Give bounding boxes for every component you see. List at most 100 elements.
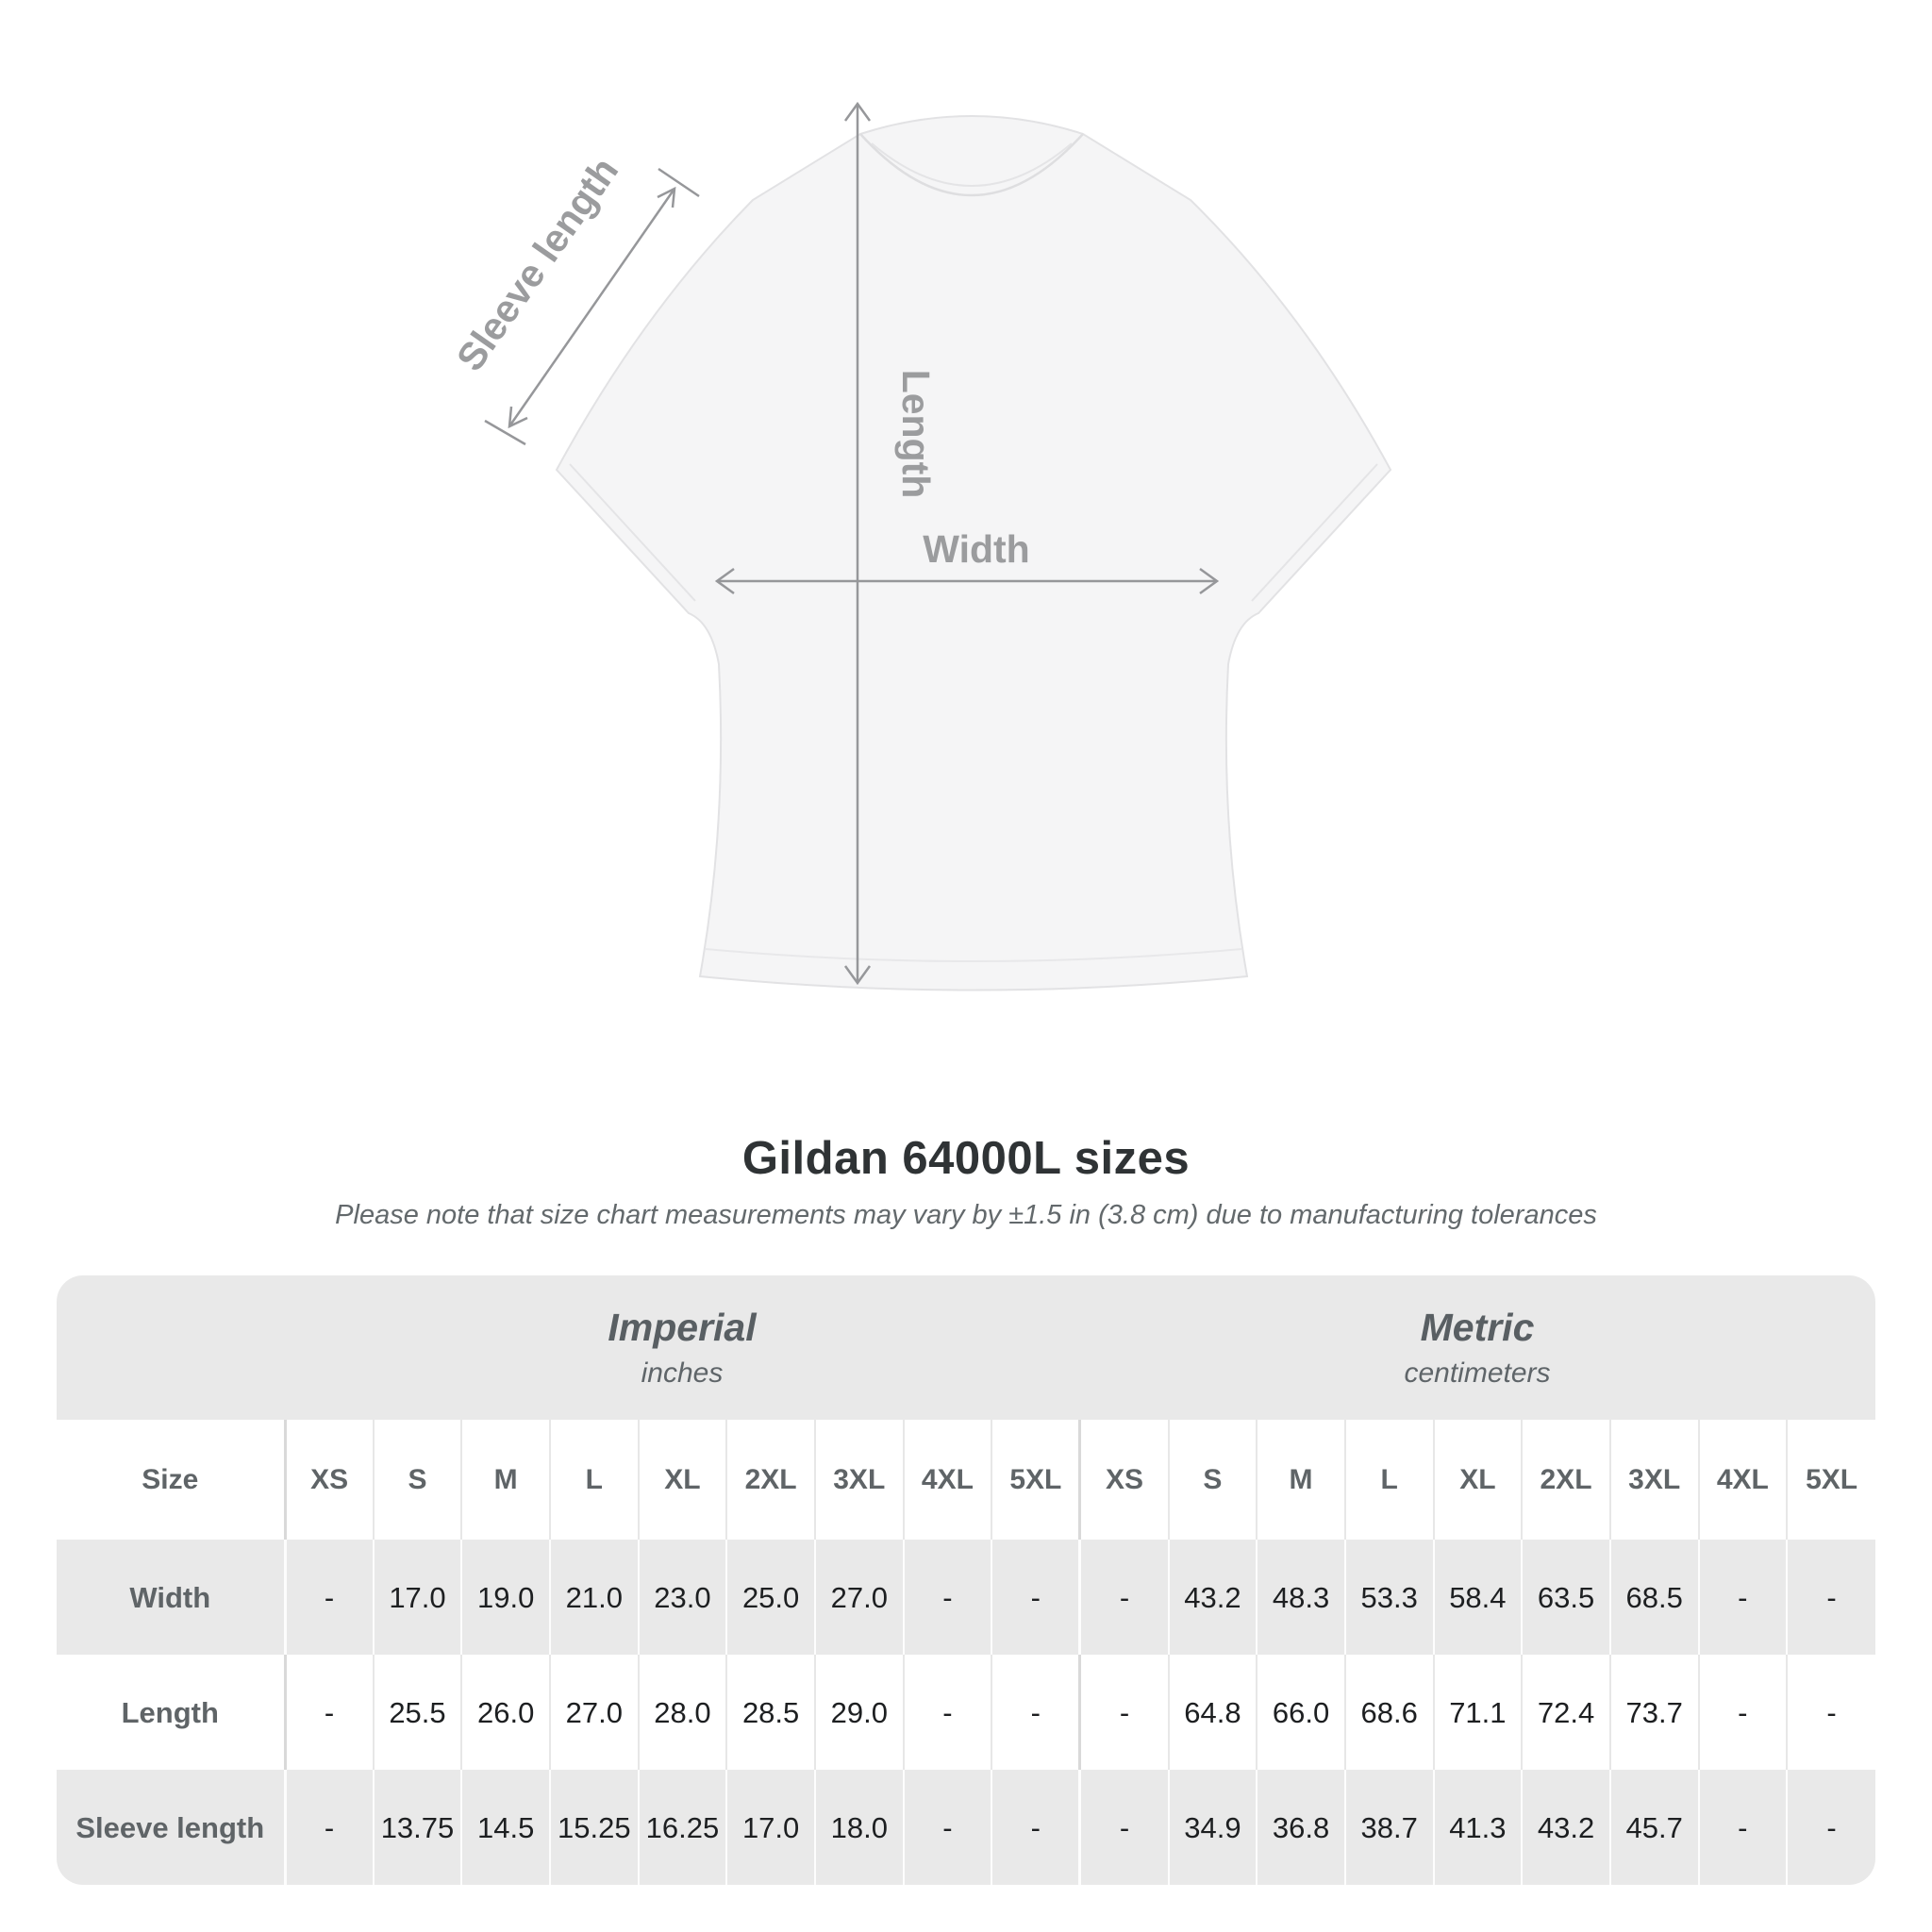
value-cell: - <box>1697 1655 1788 1770</box>
value-cell: - <box>1078 1655 1169 1770</box>
value-cell: 29.0 <box>813 1655 904 1770</box>
value-cell: - <box>902 1540 992 1655</box>
size-header-cell: XL <box>1432 1420 1523 1540</box>
row-label: Sleeve length <box>75 1810 265 1844</box>
size-header-cell: L <box>548 1420 639 1540</box>
value-cell: 17.0 <box>372 1540 462 1655</box>
value-cell: 73.7 <box>1608 1655 1699 1770</box>
value-cell: - <box>991 1540 1080 1655</box>
value-cell: 18.0 <box>813 1770 904 1885</box>
length-arrow <box>843 101 872 986</box>
value-cell: 71.1 <box>1432 1655 1523 1770</box>
value-cell: - <box>902 1770 992 1885</box>
value-cell: 36.8 <box>1256 1770 1345 1885</box>
size-header-cell: 5XL <box>1786 1420 1875 1540</box>
value-cell: - <box>991 1770 1080 1885</box>
arrowhead-down-icon <box>843 965 872 986</box>
sleeve-length-arrow <box>484 167 700 446</box>
page-subtitle: Please note that size chart measurements… <box>335 1200 1597 1230</box>
value-cell: - <box>1078 1540 1169 1655</box>
size-col-header: Size <box>142 1463 199 1495</box>
value-cell: 16.25 <box>637 1770 727 1885</box>
value-cell: 13.75 <box>372 1770 462 1885</box>
end-tick-top <box>658 167 700 198</box>
value-cell: - <box>1697 1540 1788 1655</box>
size-header-cell: 2XL <box>1521 1420 1610 1540</box>
size-header-cell: 4XL <box>902 1420 992 1540</box>
size-header-cell: XL <box>637 1420 727 1540</box>
size-header-cell: S <box>1167 1420 1257 1540</box>
imperial-label: Imperial <box>608 1305 757 1349</box>
value-cell: 27.0 <box>548 1655 639 1770</box>
arrowhead-up-icon <box>843 101 872 122</box>
value-cell: - <box>902 1655 992 1770</box>
value-cell: - <box>283 1655 374 1770</box>
table-row-sleeve-length: Sleeve length - 13.75 14.5 15.25 16.25 1… <box>57 1770 1875 1885</box>
imperial-unit-label: inches <box>641 1357 724 1389</box>
value-cell: - <box>1078 1770 1169 1885</box>
table-row-width: Width - 17.0 19.0 21.0 23.0 25.0 27.0 - … <box>57 1540 1875 1655</box>
unit-band: Imperial inches Metric centimeters <box>57 1275 1875 1420</box>
value-cell: 26.0 <box>460 1655 550 1770</box>
value-cell: 14.5 <box>460 1770 550 1885</box>
size-header-cell: 2XL <box>725 1420 815 1540</box>
value-cell: 23.0 <box>637 1540 727 1655</box>
value-cell: - <box>283 1540 374 1655</box>
value-cell: 68.5 <box>1608 1540 1699 1655</box>
value-cell: 68.6 <box>1343 1655 1434 1770</box>
size-header-cell: M <box>460 1420 550 1540</box>
size-header-cell: XS <box>283 1420 374 1540</box>
size-chart: Imperial inches Metric centimeters Size … <box>57 1275 1875 1885</box>
table-header-row: Size XS S M L XL 2XL 3XL 4XL 5XL XS S M … <box>57 1420 1875 1540</box>
value-cell: 53.3 <box>1343 1540 1434 1655</box>
value-cell: 58.4 <box>1432 1540 1523 1655</box>
bottom-hem-stitch <box>705 948 1242 962</box>
value-cell: 48.3 <box>1256 1540 1345 1655</box>
row-label: Length <box>121 1695 219 1729</box>
value-cell: 45.7 <box>1608 1770 1699 1885</box>
value-cell: 41.3 <box>1432 1770 1523 1885</box>
size-table: Size XS S M L XL 2XL 3XL 4XL 5XL XS S M … <box>57 1420 1875 1885</box>
unit-group-imperial: Imperial inches <box>285 1275 1079 1420</box>
value-cell: 34.9 <box>1167 1770 1257 1885</box>
value-cell: 38.7 <box>1343 1770 1434 1885</box>
value-cell: 63.5 <box>1521 1540 1610 1655</box>
tshirt-measurement-diagram: Sleeve length Length Width <box>448 101 1392 991</box>
width-arrow <box>714 567 1220 595</box>
value-cell: 25.0 <box>725 1540 815 1655</box>
arrowhead-right-icon <box>1199 567 1220 595</box>
value-cell: 28.0 <box>637 1655 727 1770</box>
value-cell: 19.0 <box>460 1540 550 1655</box>
value-cell: - <box>1786 1540 1875 1655</box>
width-label: Width <box>923 527 1029 571</box>
size-header-cell: 3XL <box>1608 1420 1699 1540</box>
value-cell: - <box>283 1770 374 1885</box>
value-cell: 27.0 <box>813 1540 904 1655</box>
value-cell: 15.25 <box>548 1770 639 1885</box>
tshirt-graphic <box>555 115 1392 991</box>
value-cell: 17.0 <box>725 1770 815 1885</box>
right-sleeve-hem-stitch <box>1251 463 1378 602</box>
size-header-cell: S <box>372 1420 462 1540</box>
arrowhead-left-icon <box>714 567 735 595</box>
value-cell: 64.8 <box>1167 1655 1257 1770</box>
value-cell: - <box>1786 1655 1875 1770</box>
value-cell: - <box>991 1655 1080 1770</box>
arrowhead-downleft-icon <box>508 406 528 429</box>
collar-inner-edge <box>871 142 1073 187</box>
arrowhead-upright-icon <box>657 186 676 208</box>
unit-group-metric: Metric centimeters <box>1079 1275 1875 1420</box>
metric-unit-label: centimeters <box>1404 1357 1551 1389</box>
value-cell: 43.2 <box>1167 1540 1257 1655</box>
value-cell: 25.5 <box>372 1655 462 1770</box>
value-cell: - <box>1786 1770 1875 1885</box>
size-header-cell: 5XL <box>991 1420 1080 1540</box>
left-sleeve-hem-stitch <box>569 463 696 602</box>
value-cell: 28.5 <box>725 1655 815 1770</box>
sleeve-length-label: Sleeve length <box>448 150 626 379</box>
size-header-cell: 4XL <box>1697 1420 1788 1540</box>
size-header-cell: L <box>1343 1420 1434 1540</box>
value-cell: 43.2 <box>1521 1770 1610 1885</box>
value-cell: 66.0 <box>1256 1655 1345 1770</box>
value-cell: 21.0 <box>548 1540 639 1655</box>
